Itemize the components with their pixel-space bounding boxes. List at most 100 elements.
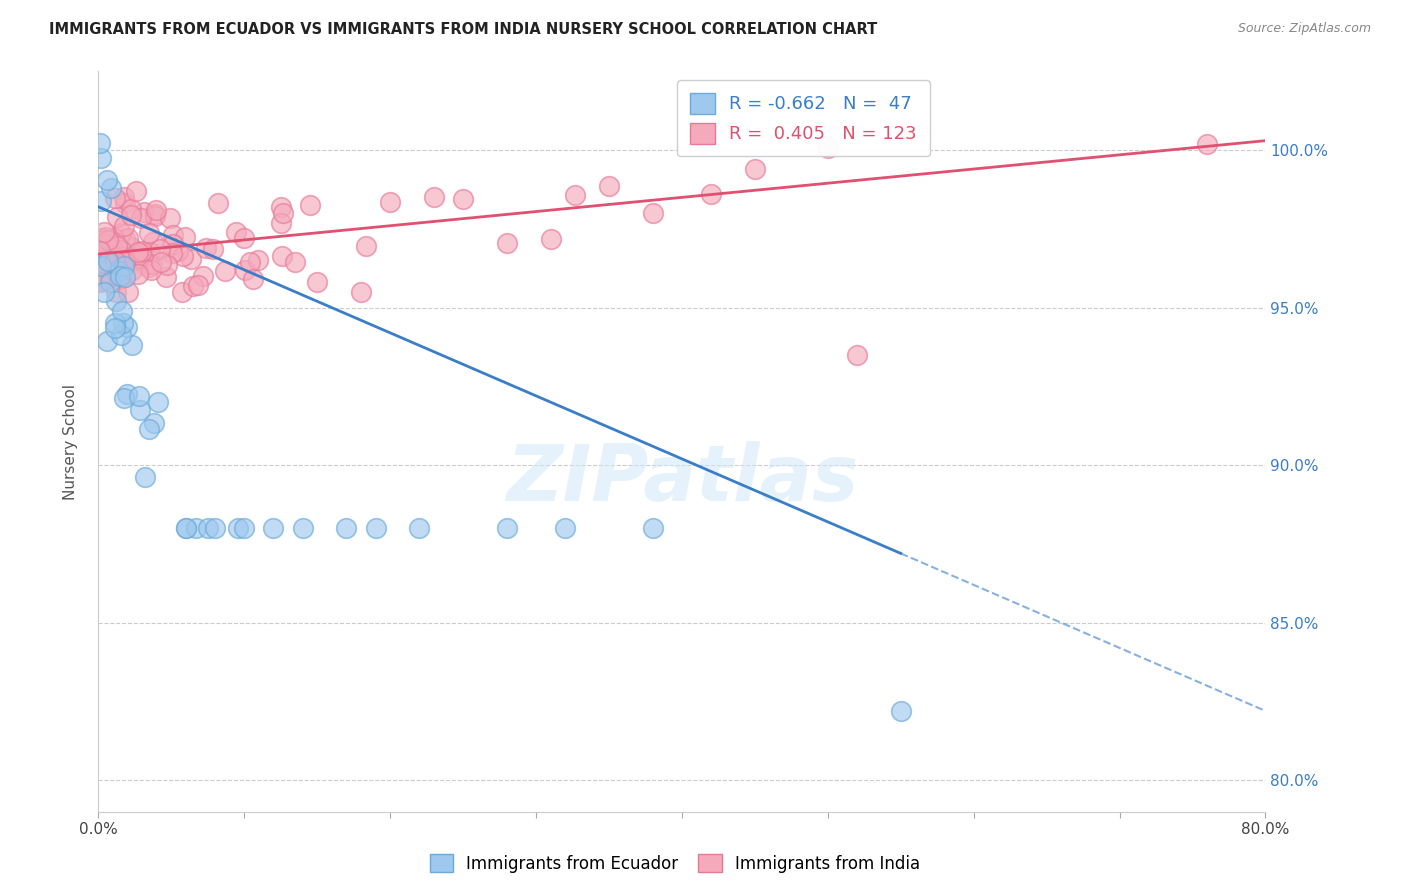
- Point: [700, 187, 723, 202]
- Y-axis label: Nursery School: Nursery School: [63, 384, 77, 500]
- Point: [149, 242, 172, 256]
- Point: [104, 250, 127, 264]
- Point: [162, 236, 184, 251]
- Point: [131, 245, 153, 260]
- Point: [162, 227, 184, 242]
- Point: [90, 259, 112, 273]
- Point: [114, 270, 136, 285]
- Legend: Immigrants from Ecuador, Immigrants from India: Immigrants from Ecuador, Immigrants from…: [423, 847, 927, 880]
- Point: [184, 521, 207, 535]
- Point: [127, 244, 149, 259]
- Text: IMMIGRANTS FROM ECUADOR VS IMMIGRANTS FROM INDIA NURSERY SCHOOL CORRELATION CHAR: IMMIGRANTS FROM ECUADOR VS IMMIGRANTS FR…: [49, 22, 877, 37]
- Point: [155, 270, 177, 285]
- Point: [142, 416, 165, 430]
- Point: [96, 272, 118, 286]
- Point: [138, 226, 160, 240]
- Point: [132, 251, 155, 265]
- Point: [156, 258, 179, 272]
- Point: [96, 173, 118, 187]
- Point: [225, 225, 247, 239]
- Point: [174, 521, 197, 535]
- Point: [496, 521, 519, 535]
- Point: [138, 260, 160, 275]
- Point: [247, 252, 270, 267]
- Point: [204, 521, 226, 535]
- Legend: R = -0.662   N =  47, R =  0.405   N = 123: R = -0.662 N = 47, R = 0.405 N = 123: [678, 80, 929, 156]
- Point: [90, 259, 112, 273]
- Point: [335, 521, 357, 535]
- Point: [174, 521, 197, 535]
- Point: [97, 254, 120, 268]
- Point: [93, 259, 115, 273]
- Point: [233, 231, 256, 245]
- Point: [364, 521, 387, 535]
- Point: [239, 255, 262, 269]
- Point: [104, 316, 127, 330]
- Point: [105, 239, 128, 253]
- Point: [174, 230, 197, 244]
- Point: [117, 231, 139, 245]
- Point: [112, 316, 135, 330]
- Point: [121, 254, 143, 268]
- Point: [90, 239, 112, 253]
- Point: [89, 275, 111, 289]
- Point: [159, 211, 181, 225]
- Point: [134, 258, 156, 272]
- Point: [112, 190, 135, 204]
- Point: [104, 294, 127, 309]
- Point: [90, 254, 112, 268]
- Point: [125, 184, 148, 198]
- Point: [180, 252, 202, 267]
- Point: [96, 245, 118, 260]
- Point: [110, 227, 132, 241]
- Point: [103, 231, 125, 245]
- Point: [104, 285, 127, 299]
- Point: [105, 210, 128, 224]
- Point: [139, 244, 162, 259]
- Point: [201, 243, 224, 257]
- Point: [380, 194, 402, 209]
- Point: [284, 255, 307, 269]
- Point: [124, 247, 146, 261]
- Point: [641, 206, 664, 220]
- Point: [89, 257, 111, 271]
- Point: [226, 521, 249, 535]
- Point: [120, 208, 142, 222]
- Point: [90, 273, 112, 287]
- Point: [162, 245, 184, 260]
- Point: [540, 231, 562, 245]
- Point: [104, 320, 127, 334]
- Point: [111, 303, 134, 318]
- Point: [115, 387, 138, 401]
- Point: [108, 264, 131, 278]
- Point: [598, 178, 620, 193]
- Point: [101, 244, 124, 258]
- Point: [104, 253, 127, 268]
- Point: [890, 704, 912, 718]
- Point: [817, 141, 839, 155]
- Point: [214, 264, 236, 278]
- Point: [146, 395, 169, 409]
- Point: [118, 250, 141, 264]
- Point: [128, 251, 150, 265]
- Point: [141, 257, 163, 271]
- Point: [307, 275, 329, 289]
- Point: [356, 239, 378, 253]
- Point: [111, 271, 134, 285]
- Point: [121, 202, 143, 216]
- Point: [96, 237, 118, 252]
- Point: [131, 244, 153, 259]
- Point: [143, 209, 166, 223]
- Point: [127, 248, 149, 262]
- Point: [120, 240, 142, 254]
- Point: [138, 422, 160, 436]
- Point: [270, 216, 292, 230]
- Point: [242, 271, 264, 285]
- Point: [90, 194, 112, 209]
- Point: [271, 249, 294, 263]
- Point: [93, 225, 115, 239]
- Point: [98, 268, 121, 282]
- Point: [91, 231, 114, 245]
- Point: [291, 521, 314, 535]
- Point: [194, 241, 217, 255]
